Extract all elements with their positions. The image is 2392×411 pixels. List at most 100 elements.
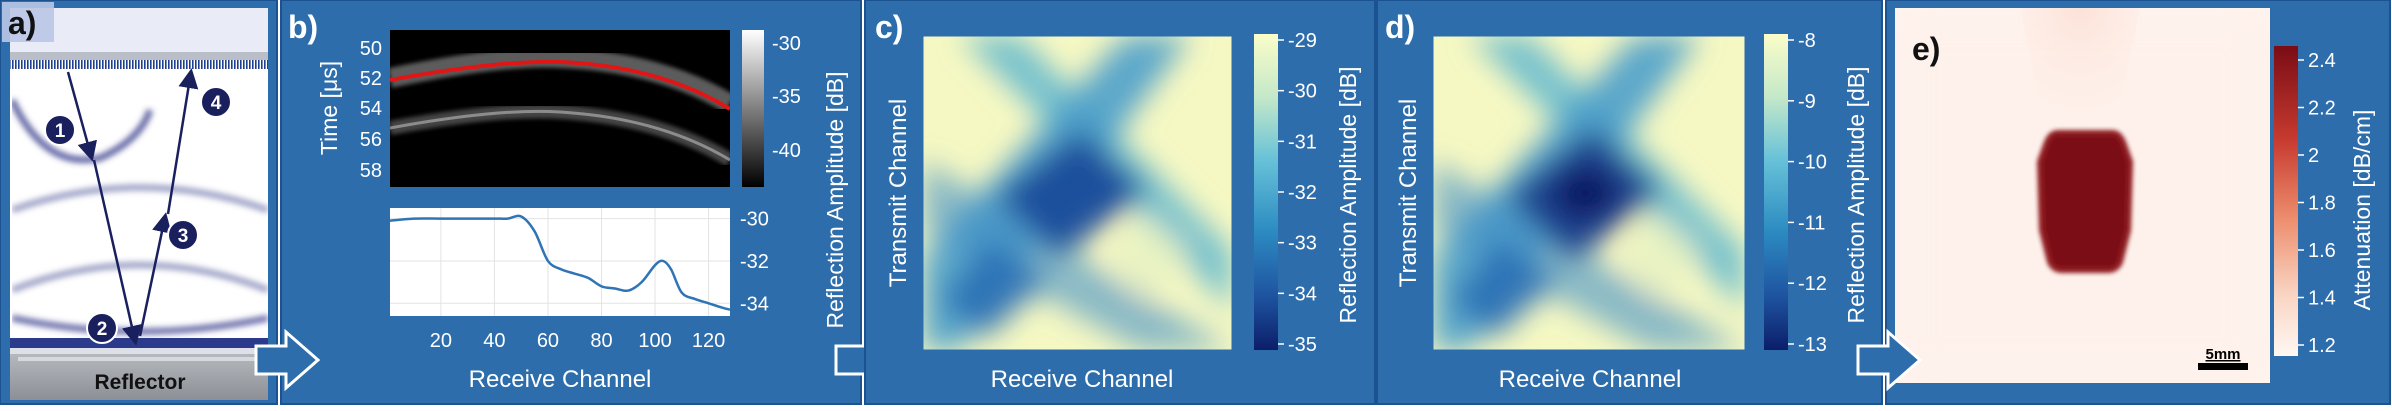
echo-upper-glow xyxy=(390,47,730,113)
panel-c-ylabel: Transmit Channel xyxy=(885,99,912,288)
bscan-ytick-52: 52 xyxy=(360,68,382,90)
svg-text:1: 1 xyxy=(55,121,66,142)
svg-text:3: 3 xyxy=(178,226,189,247)
panel-c-xlabel: Receive Channel xyxy=(991,366,1174,393)
reflector-label: Reflector xyxy=(94,371,185,394)
trace-x-ticks: 20 40 60 80 100 120 xyxy=(430,330,726,352)
colorbar-tick-label: -11 xyxy=(1798,212,1825,234)
colorbar-tick-label: -33 xyxy=(1288,233,1317,255)
panel-e-label: e) xyxy=(1912,31,1940,67)
panel-e-colorbar-label: Attenuation [dB/cm] xyxy=(2349,110,2375,311)
reflector-inner-plate xyxy=(18,357,258,361)
marker-4: 4 xyxy=(200,86,232,118)
bscan-colorbar xyxy=(742,30,764,187)
panel-e-colorbar-ticks: 2.4 2.2 2 1.8 1.6 1.4 1.2 xyxy=(2298,50,2336,357)
reflector-gap xyxy=(10,348,268,354)
reflector-block xyxy=(10,354,268,400)
panel-e-colorbar xyxy=(2274,46,2298,356)
ray-path-3 xyxy=(138,212,172,337)
panel-c-colorbar xyxy=(1254,34,1278,350)
ray-path-4 xyxy=(166,68,199,215)
bscan-ytick-50: 50 xyxy=(360,38,382,60)
trace-xtick-label: 60 xyxy=(537,330,559,352)
scalebar: 5mm xyxy=(2198,346,2248,370)
colorbar-tick-label: -35 xyxy=(1288,334,1317,356)
bscan-cbtick-30: -30 xyxy=(772,33,801,55)
trace-ytick-label: -34 xyxy=(740,293,769,315)
colorbar-tick-label: 1.2 xyxy=(2308,335,2336,357)
panel-d-xlabel: Receive Channel xyxy=(1499,366,1682,393)
reflector-surface xyxy=(10,338,268,348)
trace-series-line xyxy=(389,214,731,311)
panel-d-colorbar xyxy=(1764,34,1788,350)
trace-xtick-label: 40 xyxy=(483,330,505,352)
colorbar-tick-label: -13 xyxy=(1798,334,1827,356)
colorbar-tick-label: -9 xyxy=(1798,91,1816,113)
fit-line xyxy=(390,59,730,111)
trace-ytick-label: -30 xyxy=(740,209,769,231)
inclusion xyxy=(2036,130,2134,273)
marker-1: 1 xyxy=(44,114,76,146)
arrow-a-to-b xyxy=(254,328,321,392)
panel-a-label: a) xyxy=(8,5,36,41)
colorbar-tick-label: 2 xyxy=(2308,145,2319,167)
panel-e: 5mm e) 2.4 2.2 2 1.8 1.6 1.4 1.2 Attenuation [… xyxy=(1885,0,2391,405)
trace-xtick-label: 20 xyxy=(430,330,452,352)
panel-c-label: c) xyxy=(875,9,903,45)
colorbar-tick-label: -10 xyxy=(1798,152,1827,174)
panel-c-heatmap xyxy=(923,36,1232,350)
colorbar-tick-label: 2.4 xyxy=(2308,50,2336,72)
colorbar-tick-label: 1.4 xyxy=(2308,288,2336,310)
bscan-cbtick-40: -40 xyxy=(772,140,801,162)
bscan-cbtick-35: -35 xyxy=(772,86,801,108)
trace-ytick-label: -32 xyxy=(740,251,769,273)
trace-plot-area xyxy=(390,208,730,316)
panel-d: d) Transmit Channel Receive Channel -8 -9… xyxy=(1376,0,1883,405)
panel-b-label: b) xyxy=(288,9,318,45)
svg-text:4: 4 xyxy=(211,93,222,114)
panel-d-ylabel: Transmit Channel xyxy=(1395,99,1422,288)
panel-e-map: 5mm xyxy=(1895,8,2270,383)
svg-text:2: 2 xyxy=(97,319,108,340)
marker-3: 3 xyxy=(167,219,199,251)
bscan-echoes xyxy=(390,47,730,167)
trace-y-ticks: -30 -32 -34 xyxy=(740,209,769,316)
panel-c-colorbar-ticks: -29 -30 -31 -32 -33 -34 -35 xyxy=(1278,30,1317,356)
colorbar-tick-label: -29 xyxy=(1288,30,1317,52)
ray-path-2 xyxy=(92,159,142,346)
colorbar-tick-label: -12 xyxy=(1798,273,1827,295)
transducer-array xyxy=(10,60,268,69)
panel-d-colorbar-label: Reflection Amplitude [dB] xyxy=(1843,67,1869,324)
trace-series xyxy=(389,214,731,311)
trace-xlabel: Receive Channel xyxy=(469,366,652,393)
panel-a: Reflector 1 2 3 4 a) xyxy=(0,0,278,405)
panel-d-label: d) xyxy=(1385,9,1415,45)
scalebar-label: 5mm xyxy=(2205,346,2240,363)
panel-d-heatmap xyxy=(1433,36,1745,350)
panel-c-colorbar-label: Reflection Amplitude [dB] xyxy=(1335,67,1361,324)
panel-c: c) Transmit Channel Receive Channel -29 -… xyxy=(864,0,1376,405)
colorbar-tick-label: -31 xyxy=(1288,131,1317,153)
colorbar-tick-label: -32 xyxy=(1288,182,1317,204)
colorbar-tick-label: 1.6 xyxy=(2308,240,2336,262)
bscan-ylabel: Time [μs] xyxy=(316,61,342,155)
marker-2: 2 xyxy=(86,312,118,344)
arrow-d-to-e xyxy=(1856,328,1923,392)
panel-a-label-box xyxy=(2,2,54,42)
wavefront-2 xyxy=(12,184,270,214)
wavefront-3 xyxy=(12,261,270,294)
bscan-ytick-58: 58 xyxy=(360,160,382,182)
transducer-housing xyxy=(10,52,268,60)
bscan-ytick-56: 56 xyxy=(360,129,382,151)
bscan-ytick-54: 54 xyxy=(360,98,382,120)
trace-xtick-label: 80 xyxy=(590,330,612,352)
colorbar-tick-label: -34 xyxy=(1288,283,1317,305)
trace-xtick-label: 100 xyxy=(638,330,671,352)
echo-lower-core xyxy=(390,109,730,162)
panel-b: b) Time [μs] 50 52 54 56 58 -30 -35 -40 … xyxy=(280,0,862,405)
panel-b-colorbar-label: Reflection Amplitude [dB] xyxy=(822,72,848,329)
colorbar-tick-label: 2.2 xyxy=(2308,98,2336,120)
ray-path-1 xyxy=(66,71,97,162)
